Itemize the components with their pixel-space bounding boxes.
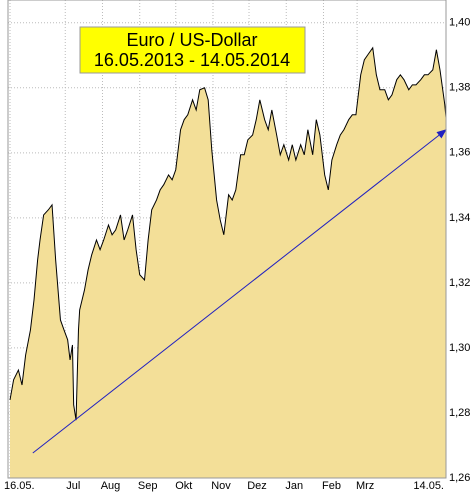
x-tick-label: Nov [211, 480, 231, 492]
x-tick-label: 14.05. [413, 480, 444, 492]
x-tick-label: Mrz [356, 480, 374, 492]
y-tick-label: 1,32 [449, 277, 470, 289]
chart-title: Euro / US-Dollar [126, 30, 257, 50]
x-tick-label: Okt [175, 480, 192, 492]
y-tick-label: 1,26 [449, 472, 470, 484]
area-line [9, 46, 447, 421]
y-tick-label: 1,30 [449, 342, 470, 354]
x-tick-label: 16.05. [4, 480, 35, 492]
x-tick-label: Feb [322, 480, 341, 492]
y-tick-label: 1,38 [449, 82, 470, 94]
area-fill [10, 47, 446, 479]
y-tick-label: 1,34 [449, 212, 470, 224]
y-tick-label: 1,36 [449, 147, 470, 159]
trend-line [32, 129, 447, 454]
x-tick-label: Dez [247, 480, 267, 492]
y-tick-label: 1,40 [449, 17, 470, 29]
x-tick-label: Jul [66, 480, 80, 492]
title-box [79, 26, 306, 74]
y-tick-label: 1,28 [449, 407, 470, 419]
x-tick-label: Jan [285, 480, 303, 492]
x-tick-label: Aug [101, 480, 121, 492]
plot-frame [7, 0, 447, 479]
x-tick-label: Sep [138, 480, 158, 492]
chart-subtitle: 16.05.2013 - 14.05.2014 [94, 50, 290, 70]
